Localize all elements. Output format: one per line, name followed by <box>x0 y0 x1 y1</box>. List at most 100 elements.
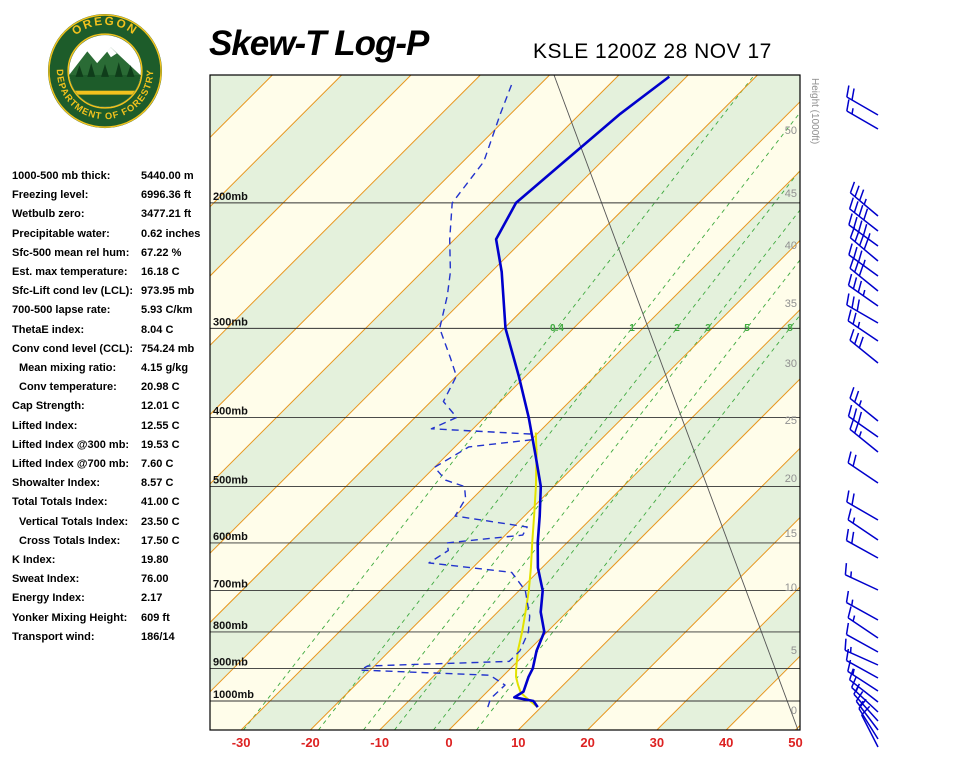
index-label: Conv cond level (CCL): <box>12 342 134 355</box>
barb-half <box>851 599 854 606</box>
index-row: Vertical Totals Index: 23.50 C <box>12 513 212 532</box>
index-value: 41.00 C <box>141 496 180 509</box>
wind-barb <box>848 197 879 232</box>
barb-full <box>853 201 859 213</box>
barb-staff <box>848 284 879 307</box>
barb-full <box>853 390 860 403</box>
temperature-tick-label: 40 <box>719 735 733 750</box>
index-label: Energy Index: <box>12 592 85 605</box>
wind-barb <box>844 638 879 666</box>
index-row: Yonker Mixing Height: 609 ft <box>12 609 212 628</box>
wind-barb <box>847 451 879 484</box>
temperature-curve <box>494 75 671 708</box>
index-value: 5440.00 m <box>141 170 194 182</box>
barb-full <box>848 668 854 681</box>
barb-staff <box>855 700 879 731</box>
wind-barb <box>846 490 879 521</box>
odf-logo: OREGON DEPARTMENT OF FORESTRY <box>47 14 163 129</box>
barb-full <box>847 404 853 417</box>
barb-full <box>857 220 863 233</box>
pressure-label: 500mb <box>213 474 248 486</box>
barb-full <box>848 197 854 210</box>
barb-full <box>845 648 850 661</box>
height-label: 40 <box>785 240 797 252</box>
index-row: Precipitable water: 0.62 inches <box>12 225 212 244</box>
temperature-tick-label: -30 <box>232 735 251 750</box>
dry-adiabat-line <box>553 75 799 730</box>
index-row: Lifted Index @700 mb: 7.60 C <box>12 455 212 474</box>
mixing-ratio-label: 8 <box>787 323 793 334</box>
index-row: K Index: 19.80 <box>12 551 212 570</box>
index-label: Wetbulb zero: <box>12 208 85 221</box>
barb-full <box>845 590 850 603</box>
wind-barb <box>853 683 879 722</box>
barb-full <box>853 332 860 345</box>
barb-half <box>867 233 871 240</box>
mixing-ratio-label: 5 <box>744 323 750 334</box>
pressure-label: 400mb <box>213 405 248 417</box>
index-label: Sfc-500 mean rel hum: <box>12 246 130 259</box>
barb-half <box>852 615 856 622</box>
barb-full <box>853 421 860 434</box>
index-value: 17.50 C <box>141 534 180 547</box>
barb-staff <box>849 428 879 453</box>
barb-full <box>852 312 857 325</box>
barb-full <box>851 531 855 544</box>
barb-staff <box>858 708 879 740</box>
barb-full <box>849 387 855 399</box>
page-title: Skew-T Log-P <box>209 24 429 63</box>
index-label: 700-500 lapse rate: <box>12 304 111 317</box>
barb-staff <box>846 659 879 679</box>
wind-barb <box>845 622 879 653</box>
wind-barb <box>849 181 879 217</box>
barb-full <box>851 493 855 506</box>
height-label: 45 <box>785 188 797 200</box>
height-label: 35 <box>785 298 797 310</box>
barb-full <box>857 280 863 293</box>
barb-staff <box>846 633 879 653</box>
wind-barb <box>849 226 879 262</box>
index-value: 5.93 C/km <box>141 304 193 317</box>
barb-full <box>858 234 865 246</box>
barb-full <box>858 189 865 201</box>
mixing-ratio-line <box>318 111 800 730</box>
barb-full <box>846 293 850 306</box>
mixing-ratio-line <box>394 209 800 730</box>
barb-staff <box>853 693 879 722</box>
barb-full <box>850 676 857 688</box>
barb-full <box>857 411 863 424</box>
green-band <box>518 448 800 730</box>
height-axis-title: Height (1000ft) <box>809 78 820 144</box>
isotherm-line <box>725 655 800 730</box>
index-value: 0.62 inches <box>141 227 201 240</box>
wind-barb <box>845 648 879 679</box>
wind-barb <box>847 273 879 307</box>
isotherm-line <box>240 170 800 730</box>
index-label: K Index: <box>12 554 56 567</box>
index-value: 16.18 C <box>141 266 180 279</box>
barb-full <box>854 230 860 242</box>
height-label: 30 <box>785 358 797 370</box>
barb-full <box>847 508 852 521</box>
height-label: 5 <box>791 645 797 657</box>
index-row: Sfc-Lift cond lev (LCL): 973.95 mb <box>12 282 212 301</box>
barb-half <box>863 198 867 205</box>
index-label: Lifted Index: <box>12 419 78 432</box>
index-label: Cross Totals Index: <box>19 534 121 547</box>
barb-full <box>849 181 856 194</box>
index-value: 12.01 C <box>141 400 180 413</box>
temperature-tick-label: 0 <box>445 735 452 750</box>
dewpoint-curve <box>359 80 532 708</box>
barb-full <box>849 257 855 269</box>
barb-staff <box>847 670 879 692</box>
wind-barb <box>850 676 879 713</box>
barb-staff <box>844 649 879 666</box>
barb-full <box>861 705 871 716</box>
barb-full <box>847 606 852 619</box>
barb-full <box>863 208 869 221</box>
barb-full <box>846 85 850 98</box>
barb-full <box>853 246 858 259</box>
barb-staff <box>849 208 879 232</box>
index-value: 754.24 mb <box>141 342 195 355</box>
sounding-curves <box>359 75 671 708</box>
